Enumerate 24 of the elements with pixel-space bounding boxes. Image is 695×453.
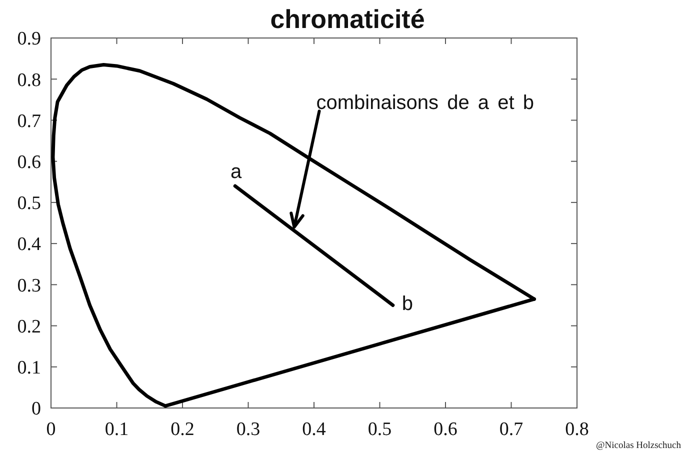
x-tick-label: 0 xyxy=(46,419,56,440)
x-tick-label: 0.2 xyxy=(170,419,194,440)
chart-title: chromaticité xyxy=(270,4,425,34)
annotation: a xyxy=(230,161,243,183)
text: @Nicolas Holzschuch xyxy=(596,441,682,451)
x-tick-label: 0.3 xyxy=(236,419,260,440)
y-tick-label: 0.7 xyxy=(17,110,41,132)
x-tick-label: 0.8 xyxy=(565,419,589,440)
y-tick-label: 0.1 xyxy=(17,358,41,379)
y-tick-label: 0 xyxy=(32,398,41,420)
y-tick-label: 0.8 xyxy=(17,70,41,91)
y-tick-label: 0.4 xyxy=(17,234,42,256)
x-tick-label: 0.4 xyxy=(302,419,326,440)
y-tick-label: 0.9 xyxy=(17,28,41,50)
x-tick-label: 0.5 xyxy=(368,419,392,440)
annotation: b xyxy=(402,293,414,316)
y-tick-label: 0.6 xyxy=(17,152,41,173)
x-tick-label: 0.7 xyxy=(499,419,524,440)
x-tick-label: 0.1 xyxy=(104,419,129,440)
x-tick-label: 0.6 xyxy=(434,419,458,440)
y-tick-label: 0.2 xyxy=(17,316,41,338)
annotation: combinaisons de a et b xyxy=(316,92,534,114)
y-tick-label: 0.3 xyxy=(17,275,41,296)
y-tick-label: 0.5 xyxy=(17,193,41,214)
